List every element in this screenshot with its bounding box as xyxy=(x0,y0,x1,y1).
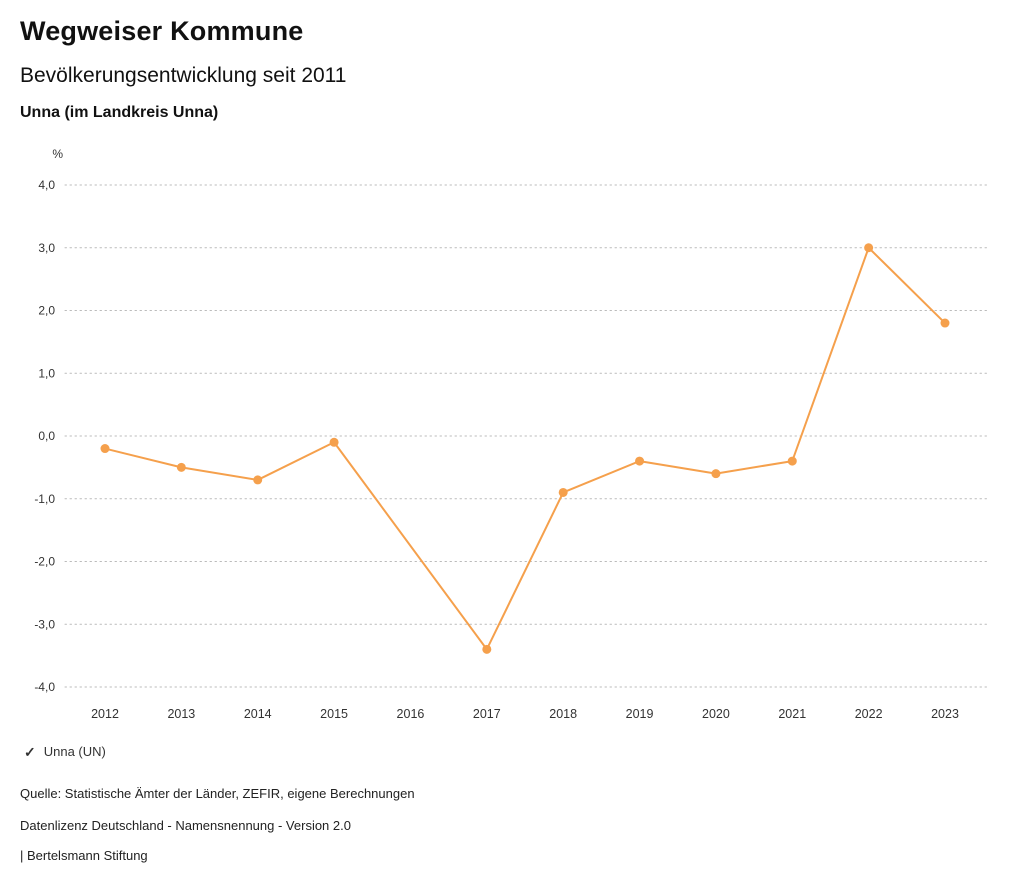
data-point-marker[interactable] xyxy=(329,437,339,447)
x-tick-label: 2022 xyxy=(855,707,883,721)
data-point-marker[interactable] xyxy=(711,469,721,479)
data-point-marker[interactable] xyxy=(787,456,797,466)
data-point-marker[interactable] xyxy=(635,456,645,466)
y-tick-label: 0,0 xyxy=(38,429,55,443)
data-point-marker[interactable] xyxy=(100,444,110,454)
data-point-marker[interactable] xyxy=(864,243,874,253)
y-tick-label: 4,0 xyxy=(38,178,55,192)
x-tick-label: 2016 xyxy=(397,707,425,721)
x-tick-label: 2012 xyxy=(91,707,119,721)
population-line-chart: % -4,0 -3,0 -2,0 -1,0 0,0 1,0 2,0 3,0 4,0 2012 2013… xyxy=(0,140,1024,740)
chart-svg: % -4,0 -3,0 -2,0 -1,0 0,0 1,0 2,0 3,0 4,0 2012 2013… xyxy=(34,147,991,721)
x-tick-label: 2013 xyxy=(167,707,195,721)
data-point-marker[interactable] xyxy=(482,644,492,654)
data-point-marker[interactable] xyxy=(940,318,950,328)
y-tick-label: -1,0 xyxy=(34,492,55,506)
y-tick-label: -3,0 xyxy=(34,617,55,631)
legend-label: Unna (UN) xyxy=(43,744,106,759)
data-point-marker[interactable] xyxy=(253,475,263,485)
y-tick-label: 1,0 xyxy=(38,366,55,380)
y-tick-label: -4,0 xyxy=(34,680,55,694)
footer-source: Quelle: Statistische Ämter der Länder, Z… xyxy=(20,786,415,801)
x-tick-label: 2014 xyxy=(244,707,272,721)
x-tick-label: 2021 xyxy=(778,707,806,721)
y-axis-unit-label: % xyxy=(52,147,63,161)
x-tick-label: 2017 xyxy=(473,707,501,721)
y-tick-label: -2,0 xyxy=(34,555,55,569)
x-tick-label: 2015 xyxy=(320,707,348,721)
check-icon: ✓ xyxy=(24,743,36,760)
data-point-marker[interactable] xyxy=(558,487,568,497)
y-tick-label: 3,0 xyxy=(38,241,55,255)
page-subtitle: Bevölkerungsentwicklung seit 2011 xyxy=(20,64,347,87)
page-title: Wegweiser Kommune xyxy=(20,16,304,46)
y-tick-label: 2,0 xyxy=(38,304,55,318)
x-tick-label: 2019 xyxy=(626,707,654,721)
data-point-marker[interactable] xyxy=(176,462,186,472)
footer-attribution: | Bertelsmann Stiftung xyxy=(20,848,148,863)
x-tick-label: 2018 xyxy=(549,707,577,721)
legend-item-unna[interactable]: ✓ Unna (UN) xyxy=(24,744,106,759)
region-title: Unna (im Landkreis Unna) xyxy=(20,104,219,121)
x-tick-label: 2020 xyxy=(702,707,730,721)
series-line xyxy=(104,246,946,651)
footer-license: Datenlizenz Deutschland - Namensnennung … xyxy=(20,818,351,833)
x-tick-label: 2023 xyxy=(931,707,959,721)
